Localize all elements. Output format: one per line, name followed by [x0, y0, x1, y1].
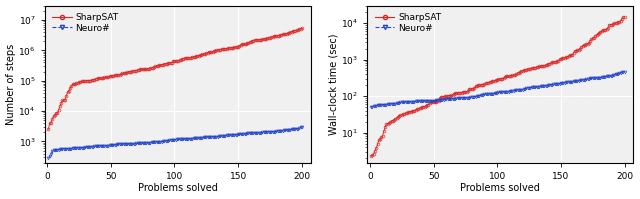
Y-axis label: Wall-clock time (sec): Wall-clock time (sec): [328, 33, 339, 135]
Legend: SharpSAT, Neuro#: SharpSAT, Neuro#: [49, 10, 121, 35]
X-axis label: Problems solved: Problems solved: [460, 183, 540, 193]
Y-axis label: Number of steps: Number of steps: [6, 43, 15, 125]
X-axis label: Problems solved: Problems solved: [138, 183, 218, 193]
Legend: SharpSAT, Neuro#: SharpSAT, Neuro#: [372, 10, 444, 35]
